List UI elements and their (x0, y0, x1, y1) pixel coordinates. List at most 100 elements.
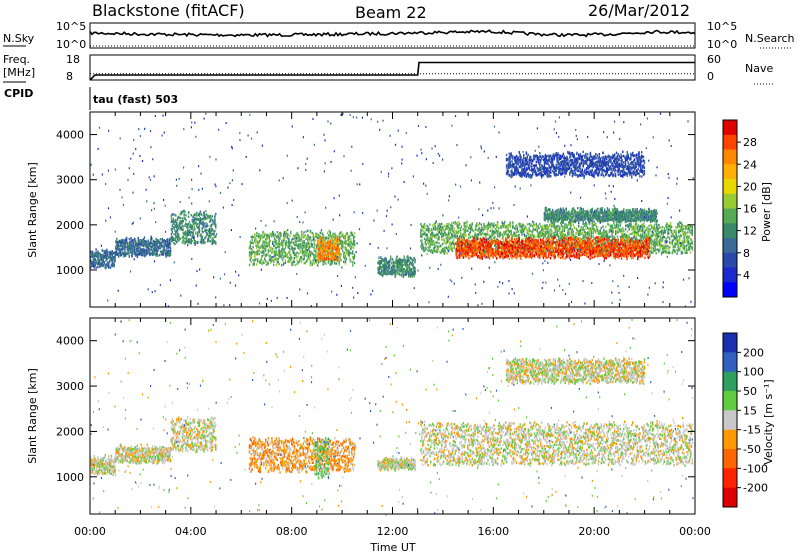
heat-cell-3 (251, 261, 252, 263)
heat-cell-4 (329, 250, 330, 252)
heat-cell-2 (206, 223, 207, 225)
heat-cell-0 (103, 264, 104, 266)
heat-cell-5 (395, 273, 396, 275)
heat-cell-6 (611, 233, 612, 235)
heat-cell-3 (274, 250, 275, 252)
heat-cell-6 (586, 225, 587, 227)
heat-cell-6 (627, 231, 628, 233)
heat-cell-3 (254, 234, 255, 236)
heat-cell-6 (495, 232, 496, 234)
heat-cell-6 (516, 231, 517, 233)
heat-cell-3 (315, 252, 316, 254)
heat-cell-2 (204, 241, 205, 243)
heat-cell-6 (536, 223, 537, 225)
heat-cell-3 (312, 264, 313, 266)
heat-cell-1 (130, 237, 131, 239)
freq-line (90, 63, 695, 81)
heat-cell-6 (591, 234, 592, 236)
heat-cell-6 (580, 229, 581, 231)
heat-cell-3 (287, 256, 288, 258)
heat-cell-1 (128, 252, 129, 254)
heat-cell-6 (488, 222, 489, 224)
cpid-label: CPID (4, 87, 33, 100)
heat-cell-6 (629, 228, 630, 230)
heat-cell-6 (565, 234, 566, 236)
heat-cell-3 (267, 253, 268, 255)
heat-cell-6 (446, 228, 447, 230)
heat-cell-6 (581, 226, 582, 228)
heat-cell-1 (157, 249, 158, 251)
heat-cell-4 (328, 258, 329, 260)
heat-cell-6 (643, 223, 644, 225)
heat-cell-0 (95, 267, 96, 269)
heat-cell-3 (257, 253, 258, 255)
heat-cell-6 (473, 230, 474, 232)
heat-cell-6 (528, 227, 529, 229)
heat-cell-6 (497, 223, 498, 225)
heat-cell-3 (345, 237, 346, 239)
heat-cell-3 (314, 244, 315, 246)
heat-cell-6 (648, 225, 649, 227)
heat-cell-1 (159, 254, 160, 256)
heat-cell-3 (287, 253, 288, 255)
heat-cell-3 (291, 257, 292, 259)
heat-cell-1 (144, 236, 145, 238)
heat-cell-3 (267, 245, 268, 247)
heat-cell-3 (277, 254, 278, 256)
heat-cell-5 (394, 265, 395, 267)
heat-cell-2 (186, 236, 187, 238)
heat-cell-6 (465, 234, 466, 236)
heat-cell-3 (292, 247, 293, 249)
heat-cell-2 (177, 219, 178, 221)
heat-cell-6 (510, 233, 511, 235)
heat-cell-6 (453, 240, 454, 242)
heat-cell-3 (315, 256, 316, 258)
heat-cell-6 (431, 238, 432, 240)
heat-cell-3 (249, 264, 250, 266)
heat-cell-3 (272, 248, 273, 250)
heat-cell-3 (252, 236, 253, 238)
heat-cell-1 (124, 249, 125, 251)
heat-cell-3 (266, 241, 267, 243)
heat-cell-6 (433, 240, 434, 242)
heat-cell-5 (414, 267, 415, 269)
heat-cell-1 (139, 239, 140, 241)
heat-cell-1 (146, 241, 147, 243)
heat-cell-1 (170, 252, 171, 254)
heat-cell-6 (545, 235, 546, 237)
heat-cell-6 (559, 228, 560, 230)
heat-cell-6 (614, 236, 615, 238)
heat-cell-2 (204, 222, 205, 224)
heat-cell-3 (313, 255, 314, 257)
heat-cell-6 (432, 232, 433, 234)
heat-cell-3 (278, 258, 279, 260)
heat-cell-2 (197, 223, 198, 225)
heat-cell-6 (445, 250, 446, 252)
heat-cell-6 (618, 224, 619, 226)
heat-cell-5 (403, 264, 404, 266)
heat-cell-4 (337, 258, 338, 260)
heat-cell-6 (602, 226, 603, 228)
heat-cell-5 (404, 255, 405, 257)
heat-cell-3 (310, 230, 311, 232)
heat-cell-6 (551, 233, 552, 235)
heat-cell-6 (490, 230, 491, 232)
heat-cell-5 (414, 271, 415, 273)
heat-cell-3 (273, 264, 274, 266)
heat-cell-6 (648, 228, 649, 230)
heat-cell-3 (350, 239, 351, 241)
heat-cell-5 (407, 268, 408, 270)
heat-cell-6 (436, 237, 437, 239)
heat-cell-5 (378, 257, 379, 259)
heat-cell-6 (464, 236, 465, 238)
heat-cell-6 (437, 223, 438, 225)
heat-cell-2 (192, 228, 193, 230)
heat-cell-6 (510, 221, 511, 223)
heat-cell-2 (178, 234, 179, 236)
heat-cell-6 (435, 245, 436, 247)
heat-cell-3 (301, 257, 302, 259)
heat-cell-3 (346, 258, 347, 260)
heat-cell-2 (215, 213, 216, 215)
heat-cell-3 (304, 234, 305, 236)
heat-cell-3 (285, 235, 286, 237)
